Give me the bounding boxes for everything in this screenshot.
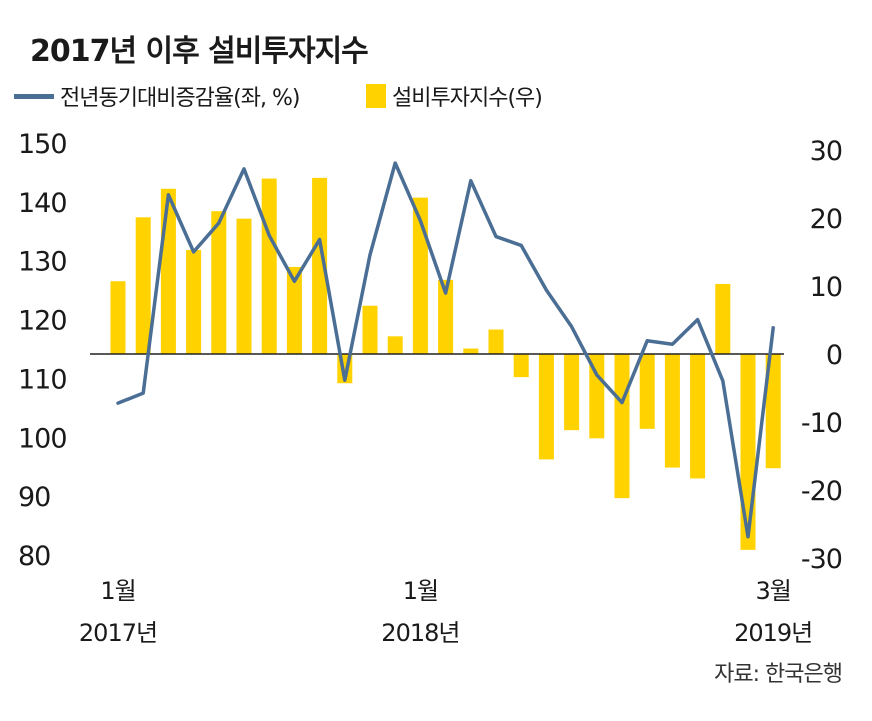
right-tick-label: 30 — [810, 136, 842, 167]
bar-2018-09 — [614, 354, 630, 499]
x-label: 1월 2018년 — [360, 573, 480, 651]
right-tick-label: 10 — [810, 272, 842, 303]
bar-2017-11 — [362, 305, 378, 354]
bar-2017-04 — [186, 249, 202, 354]
left-tick-label: 80 — [18, 541, 50, 572]
left-tick-label: 100 — [18, 423, 67, 454]
legend-line-swatch — [14, 93, 54, 99]
left-tick-label: 90 — [18, 482, 50, 513]
bar-2018-04 — [488, 329, 504, 354]
right-tick-label: 20 — [810, 204, 842, 235]
bar-2018-08 — [589, 354, 605, 439]
source-note: 자료: 한국은행 — [714, 662, 843, 687]
bar-2017-08 — [286, 266, 302, 354]
bar-2018-05 — [513, 354, 529, 378]
bar-2017-09 — [312, 177, 328, 354]
x-label: 3월 2019년 — [713, 573, 833, 651]
legend-line-entry: 전년동기대비증감율(좌, %) — [14, 80, 300, 112]
bar-2019-03 — [765, 354, 781, 469]
left-tick-label: 120 — [18, 306, 67, 337]
legend-bar-label: 설비투자지수(우) — [392, 86, 543, 111]
line-series — [116, 161, 775, 539]
left-tick-label: 150 — [18, 129, 67, 160]
x-label-year: 2019년 — [734, 619, 813, 647]
bar-2018-03 — [463, 348, 479, 354]
bar-2018-07 — [564, 354, 580, 431]
bar-2018-12 — [690, 354, 706, 479]
x-label-month: 1월 — [402, 577, 439, 605]
bar-2018-11 — [664, 354, 680, 468]
chart-title: 2017년 이후 설비투자지수 — [30, 34, 369, 69]
right-tick-label: 0 — [826, 340, 842, 371]
left-tick-label: 130 — [18, 247, 67, 278]
bar-2017-06 — [236, 218, 252, 354]
x-label-month: 3월 — [755, 577, 792, 605]
x-label: 1월 2017년 — [58, 573, 178, 651]
bar-2018-06 — [538, 354, 554, 460]
bar-2017-05 — [211, 211, 227, 354]
legend-bar-entry: 설비투자지수(우) — [366, 80, 543, 112]
right-tick-label: -10 — [801, 408, 842, 439]
bar-2018-02 — [438, 279, 454, 354]
bar-2017-03 — [160, 188, 176, 354]
right-tick-label: -20 — [801, 476, 842, 507]
bar-2017-07 — [261, 178, 277, 354]
bar-2017-01 — [110, 281, 126, 354]
x-label-year: 2017년 — [78, 619, 158, 647]
bar-2017-12 — [387, 336, 403, 354]
bar-2019-02 — [740, 354, 756, 550]
legend-line-label: 전년동기대비증감율(좌, %) — [60, 86, 300, 111]
x-label-month: 1월 — [100, 577, 136, 605]
bar-2018-10 — [639, 354, 655, 429]
right-tick-label: -30 — [801, 544, 842, 575]
legend-bar-swatch — [366, 84, 386, 108]
bar-2019-01 — [715, 283, 731, 354]
left-tick-label: 110 — [18, 364, 67, 395]
left-tick-label: 140 — [18, 188, 67, 219]
bar-2017-02 — [135, 217, 151, 354]
x-label-year: 2018년 — [381, 619, 460, 647]
